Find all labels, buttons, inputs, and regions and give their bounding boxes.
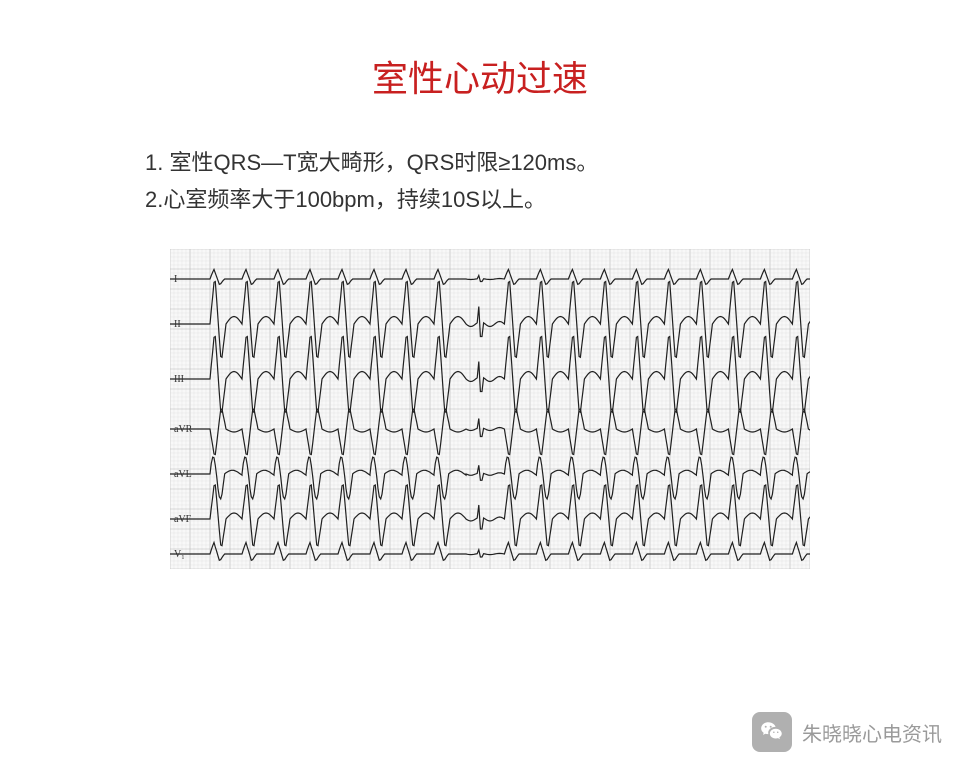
- watermark: 朱晓晓心电资讯: [752, 712, 942, 752]
- svg-text:aVL: aVL: [174, 469, 192, 480]
- svg-text:II: II: [174, 319, 181, 330]
- bullet-item: 1. 室性QRS—T宽大畸形，QRS时限≥120ms。: [145, 144, 960, 181]
- bullet-item: 2.心室频率大于100bpm，持续10S以上。: [145, 181, 960, 218]
- svg-text:V₁: V₁: [174, 549, 185, 560]
- bullet-list: 1. 室性QRS—T宽大畸形，QRS时限≥120ms。 2.心室频率大于100b…: [145, 144, 960, 219]
- wechat-icon: [752, 712, 792, 752]
- ecg-svg: IIIIIIaVRaVLaVFV₁: [170, 249, 810, 569]
- page-title: 室性心动过速: [0, 50, 960, 102]
- svg-text:aVF: aVF: [174, 514, 192, 525]
- svg-text:III: III: [174, 374, 184, 385]
- watermark-text: 朱晓晓心电资讯: [802, 718, 942, 747]
- svg-text:aVR: aVR: [174, 424, 193, 435]
- ecg-chart: IIIIIIaVRaVLaVFV₁: [170, 249, 810, 569]
- svg-text:I: I: [174, 274, 177, 285]
